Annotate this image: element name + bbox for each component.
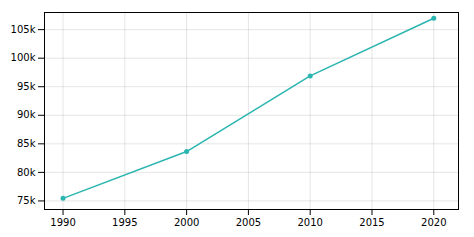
svg-text:2000: 2000: [174, 217, 199, 228]
svg-text:2020: 2020: [421, 217, 446, 228]
svg-text:2010: 2010: [297, 217, 322, 228]
svg-text:85k: 85k: [17, 138, 36, 149]
svg-text:2015: 2015: [359, 217, 384, 228]
svg-text:100k: 100k: [11, 52, 36, 63]
svg-text:95k: 95k: [17, 81, 36, 92]
svg-text:105k: 105k: [11, 24, 36, 35]
svg-text:1995: 1995: [112, 217, 137, 228]
svg-text:1990: 1990: [50, 217, 75, 228]
svg-text:75k: 75k: [17, 195, 36, 206]
svg-text:90k: 90k: [17, 109, 36, 120]
svg-text:2005: 2005: [236, 217, 261, 228]
svg-text:80k: 80k: [17, 167, 36, 178]
